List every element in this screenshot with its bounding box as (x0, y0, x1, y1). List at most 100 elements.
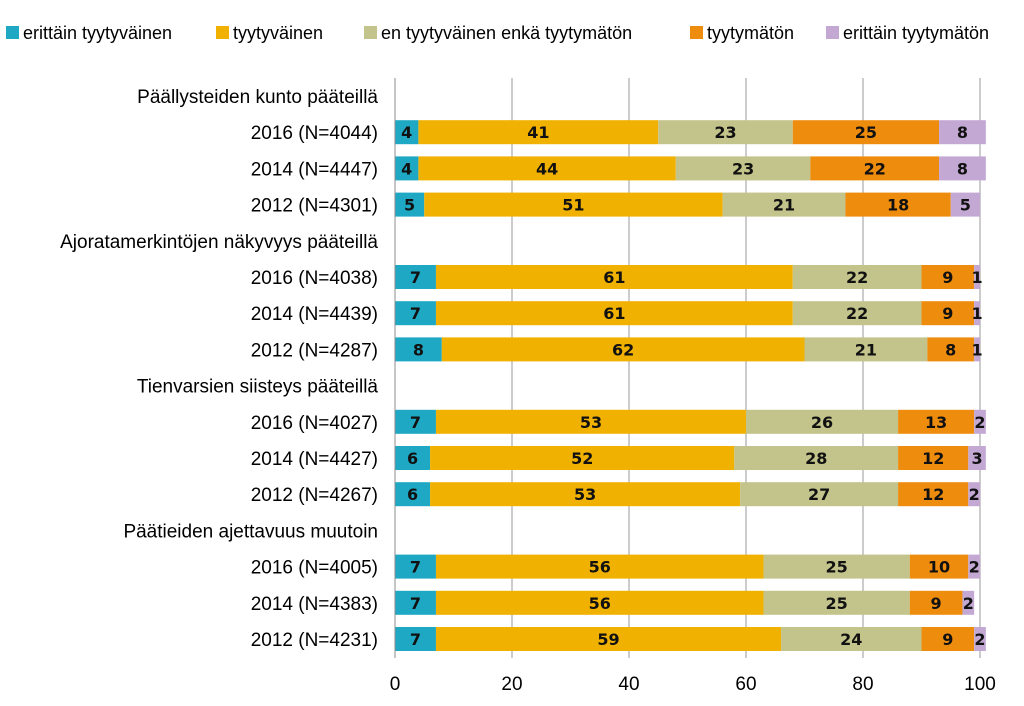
data-label: 59 (597, 630, 619, 649)
data-label: 2 (969, 485, 980, 504)
data-label: 56 (589, 594, 611, 613)
bar-segment (898, 482, 969, 507)
row-label: 2012 (N=4287) (251, 340, 378, 361)
data-label: 8 (413, 340, 424, 359)
data-label: 12 (922, 485, 944, 504)
bar-segment (734, 446, 899, 470)
data-label: 22 (846, 268, 868, 287)
data-label: 6 (407, 485, 418, 504)
bar-segment (418, 156, 676, 181)
data-label: 1 (972, 340, 983, 359)
data-label: 8 (945, 340, 956, 359)
bar-segment (898, 446, 969, 470)
group-title: Tienvarsien siisteys pääteillä (137, 377, 379, 398)
row-label: 2016 (N=4005) (251, 558, 378, 579)
bar-segment (740, 482, 899, 507)
data-label: 52 (571, 449, 593, 468)
bar-segment (921, 627, 975, 651)
bar-segment (921, 301, 975, 326)
x-tick-label: 0 (390, 674, 401, 695)
bar-segment (658, 120, 793, 145)
bar-segment (781, 627, 922, 651)
group-title: Päätieiden ajettavuus muutoin (123, 521, 378, 542)
legend-swatch (216, 26, 229, 39)
bar-segment (435, 590, 764, 615)
data-label: 23 (732, 159, 754, 178)
data-label: 8 (957, 159, 968, 178)
data-label: 44 (536, 159, 558, 178)
data-label: 6 (407, 449, 418, 468)
legend-swatch (690, 26, 703, 39)
data-label: 4 (401, 123, 412, 142)
data-label: 9 (942, 630, 953, 649)
data-label: 22 (864, 159, 886, 178)
bar-segment (845, 192, 951, 217)
bar-segment (909, 554, 969, 579)
bar-segment (974, 265, 980, 289)
data-label: 23 (714, 123, 736, 142)
bar-segment (435, 627, 782, 651)
data-label: 5 (404, 196, 415, 215)
row-label: 2012 (N=4231) (251, 630, 378, 651)
data-label: 62 (612, 340, 634, 359)
data-label: 9 (942, 304, 953, 323)
legend-label: tyytymätön (707, 23, 794, 43)
bar-segment (435, 554, 764, 579)
data-label: 25 (826, 558, 848, 577)
data-label: 7 (410, 594, 421, 613)
data-label: 3 (972, 449, 983, 468)
bar-segment (792, 301, 922, 326)
row-label: 2016 (N=4038) (251, 268, 378, 289)
bar-segment (810, 156, 940, 181)
row-label: 2012 (N=4301) (251, 196, 378, 217)
data-label: 1 (972, 304, 983, 323)
data-label: 7 (410, 304, 421, 323)
data-label: 25 (855, 123, 877, 142)
data-label: 2 (974, 413, 985, 432)
data-label: 27 (808, 485, 830, 504)
chart-row-labels: Päällysteiden kunto pääteillä 2016 (N=404… (60, 87, 378, 651)
bar-segment (898, 409, 975, 434)
x-tick-label: 100 (964, 674, 996, 695)
bar-segment (395, 590, 436, 615)
bar-segment (974, 301, 980, 326)
data-label: 13 (925, 413, 947, 432)
data-label: 41 (527, 123, 549, 142)
legend-label: tyytyväinen (233, 23, 323, 43)
data-label: 25 (826, 594, 848, 613)
bar-segment (395, 627, 436, 651)
bar-segment (418, 120, 659, 145)
bar-segment (763, 554, 910, 579)
data-label: 56 (589, 558, 611, 577)
legend-swatch (364, 26, 377, 39)
row-label: 2014 (N=4447) (251, 159, 378, 180)
row-label: 2012 (N=4267) (251, 485, 378, 506)
data-label: 24 (840, 630, 862, 649)
bar-segment (435, 301, 793, 326)
bar-segment (441, 337, 805, 362)
data-label: 61 (603, 268, 625, 287)
bar-segment (395, 409, 436, 434)
legend-swatch (826, 26, 839, 39)
bar-segment (435, 409, 746, 434)
row-label: 2016 (N=4027) (251, 413, 378, 434)
bar-segment (395, 301, 436, 326)
data-label: 28 (805, 449, 827, 468)
data-label: 8 (957, 123, 968, 142)
row-label: 2014 (N=4439) (251, 304, 378, 325)
group-title: Ajoratamerkintöjen näkyvyys pääteillä (60, 232, 378, 253)
bar-segment (968, 446, 986, 470)
data-label: 2 (969, 558, 980, 577)
bar-segment (395, 265, 436, 289)
bar-segment (435, 265, 793, 289)
row-label: 2016 (N=4044) (251, 123, 378, 144)
bar-segment (430, 446, 735, 470)
bar-segment (909, 590, 963, 615)
bar-segment (792, 120, 940, 145)
bar-segment (968, 554, 980, 579)
legend-label: erittäin tyytymätön (843, 23, 989, 43)
x-tick-label: 20 (501, 674, 522, 695)
bar-segment (921, 265, 975, 289)
bar-segment (430, 482, 741, 507)
